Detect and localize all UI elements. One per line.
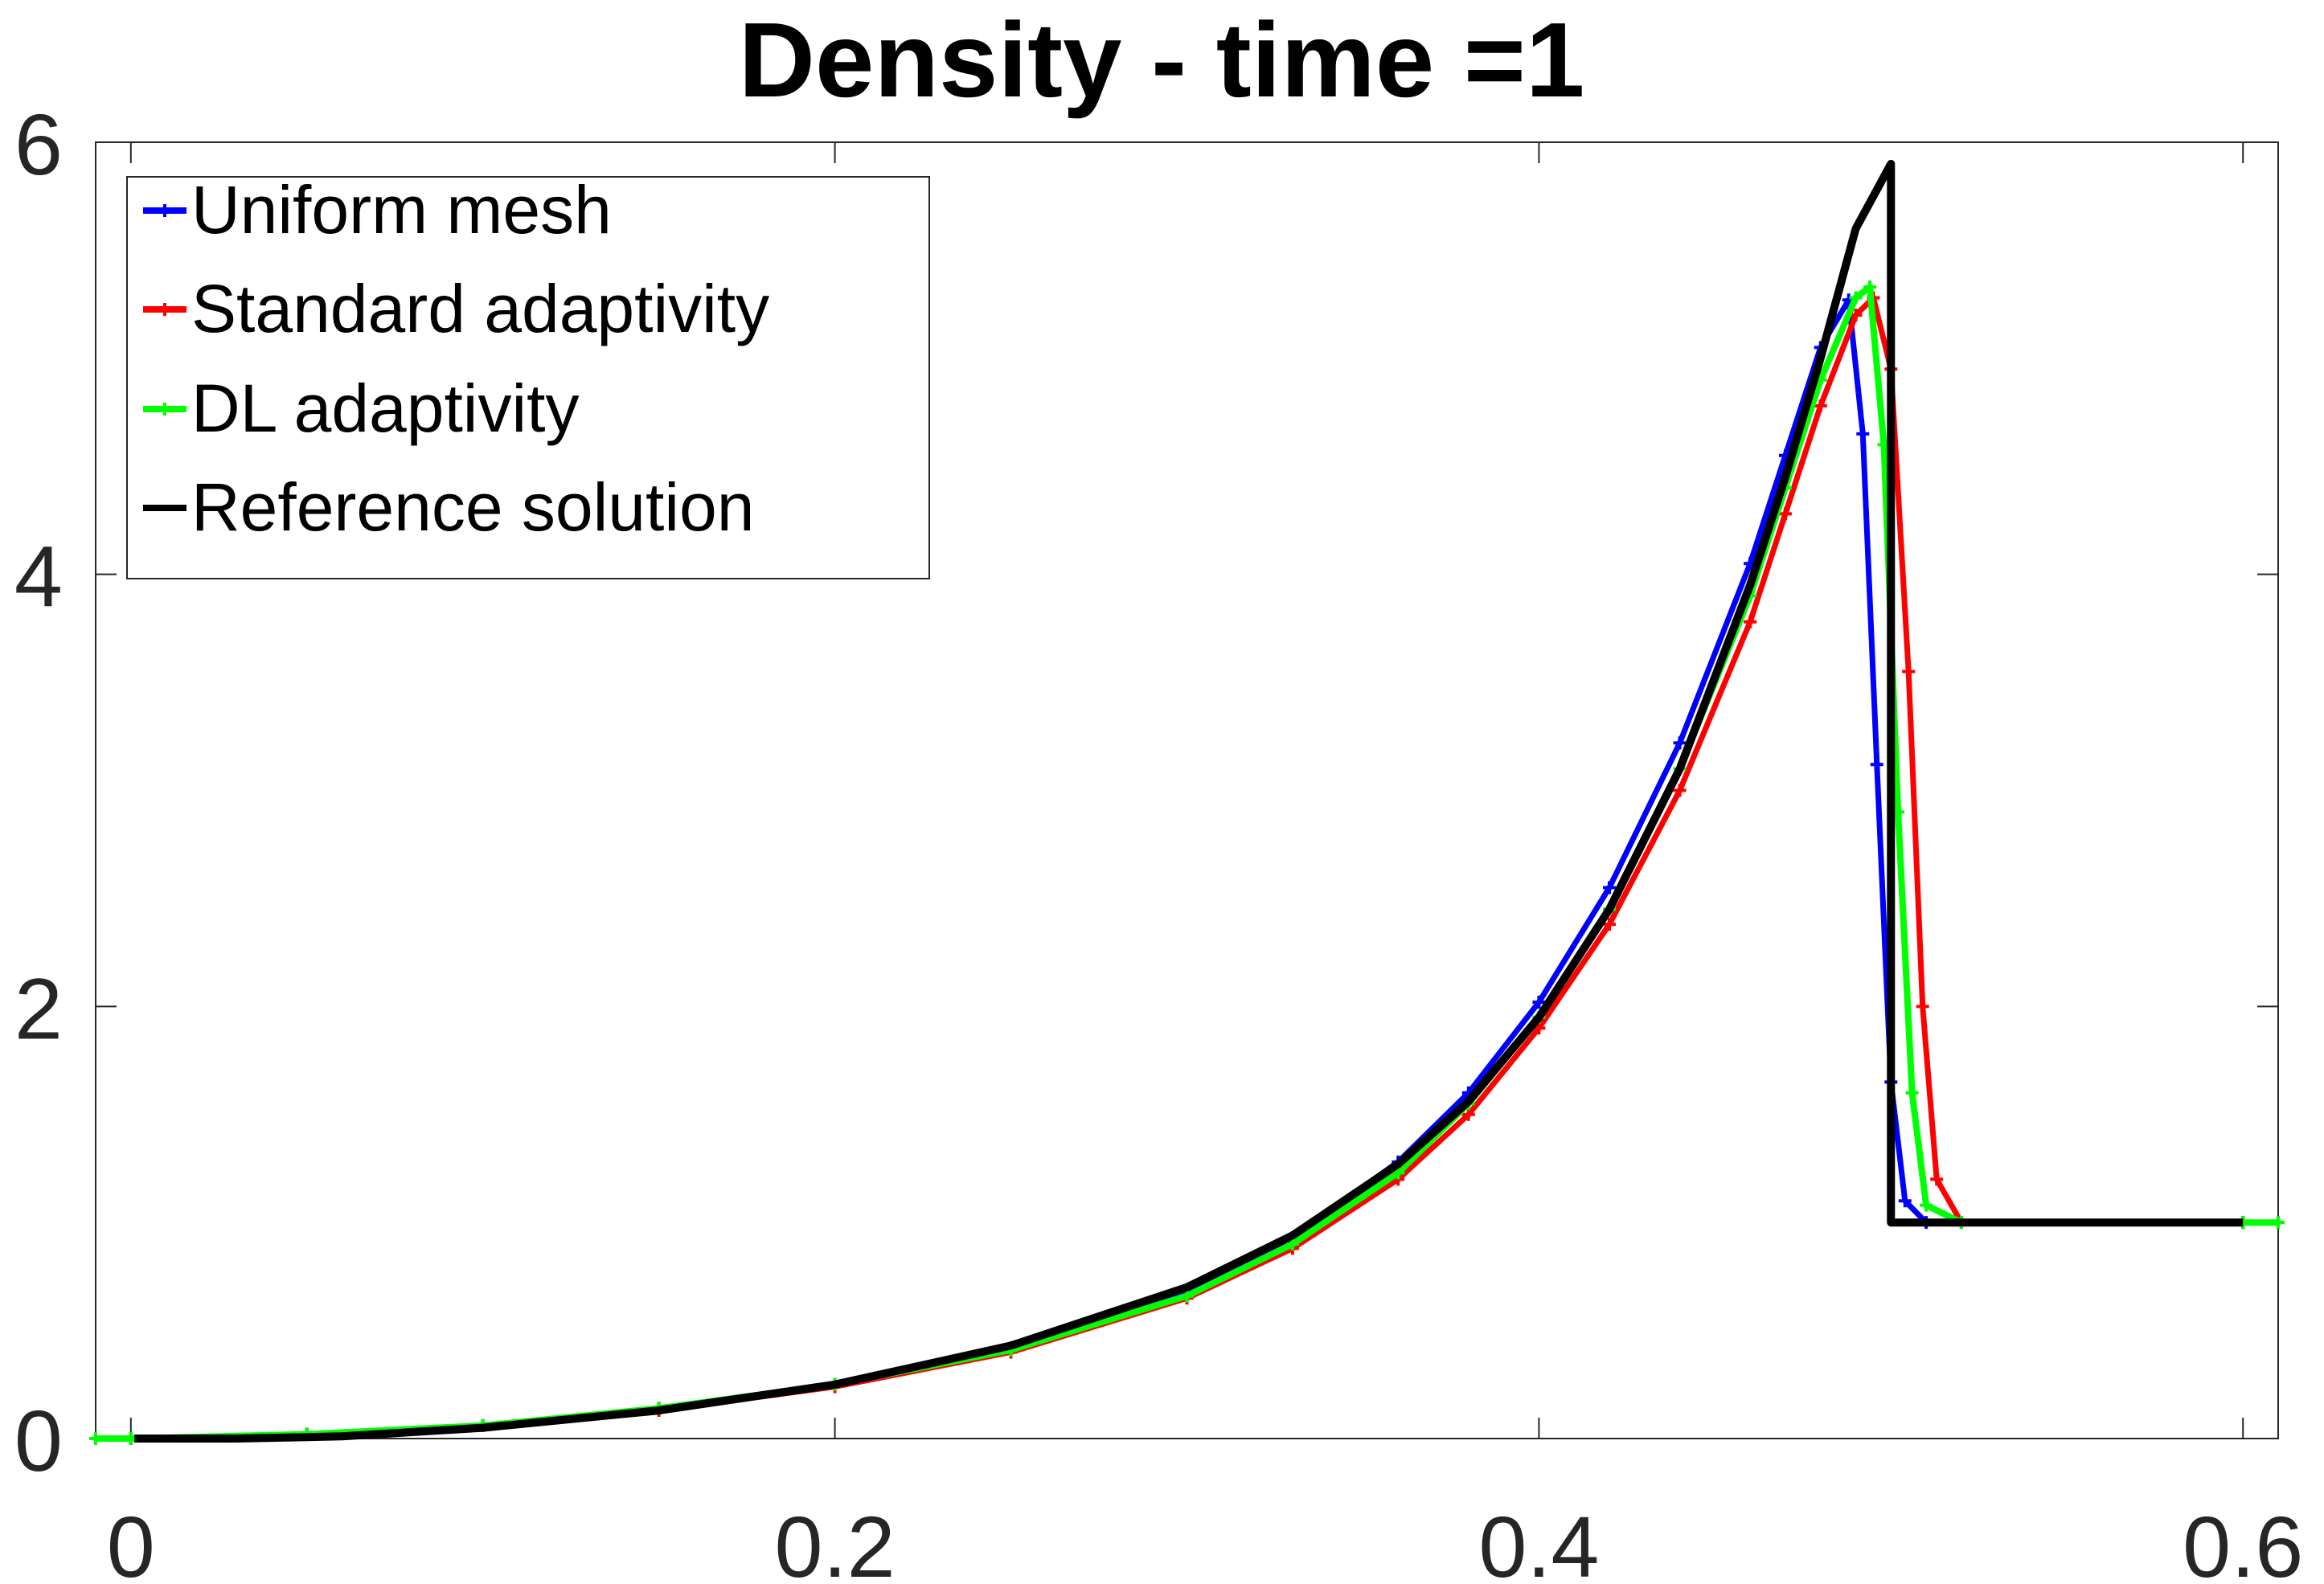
data-point [1602,881,1616,894]
axis-ticks: 0 0.2 0.4 0.6 0 2 4 6 [14,96,2303,1584]
x-tick-label: 0 [107,1498,155,1584]
data-point [1673,784,1687,797]
y-tick-label: 4 [14,528,63,625]
y-tick-label: 2 [14,960,63,1057]
data-point [1920,1198,1933,1212]
data-point [1532,995,1546,1009]
data-point [1863,280,1877,294]
data-point [1180,1289,1194,1303]
data-point [1930,1173,1944,1186]
data-point [1673,736,1687,750]
legend-marker [158,403,171,415]
data-point [1870,758,1883,772]
legend-item: Uniform mesh [143,172,612,248]
legend-label: Standard adaptivity [191,271,769,346]
data-point [1902,665,1916,678]
series-line [134,159,2244,1443]
data-point [1744,615,1757,628]
legend: Uniform mesh Standard adaptivity DL adapti… [126,172,930,579]
data-point [1778,507,1792,521]
legend-item: Standard adaptivity [143,271,769,346]
data-point [1916,1000,1929,1013]
legend-label: Reference solution [191,469,754,545]
x-tick-label: 0.4 [1478,1498,1599,1584]
x-tick-label: 0.2 [775,1498,896,1584]
x-tick-label: 0.6 [2183,1498,2303,1584]
legend-label: Uniform mesh [191,172,612,248]
chart-title: Density - time =1 [739,1,1585,119]
legend-marker [158,204,171,217]
data-point [89,1432,102,1445]
y-tick-label: 0 [14,1392,63,1489]
legend-item: Reference solution [143,469,754,545]
legend-label: DL adaptivity [191,370,579,446]
series-reference-solution [134,159,2244,1443]
data-point [1849,291,1863,305]
data-point [1602,918,1616,931]
series-layer [89,159,2285,1445]
legend-marker [158,303,171,316]
data-point [1814,399,1827,412]
data-point [1905,1086,1919,1099]
data-point [1856,427,1870,440]
legend-item: DL adaptivity [143,370,579,446]
data-point [2272,1216,2285,1230]
legend-box [126,176,930,579]
data-point [1898,1194,1912,1208]
data-point [1461,1107,1475,1121]
y-tick-label: 6 [14,96,63,193]
